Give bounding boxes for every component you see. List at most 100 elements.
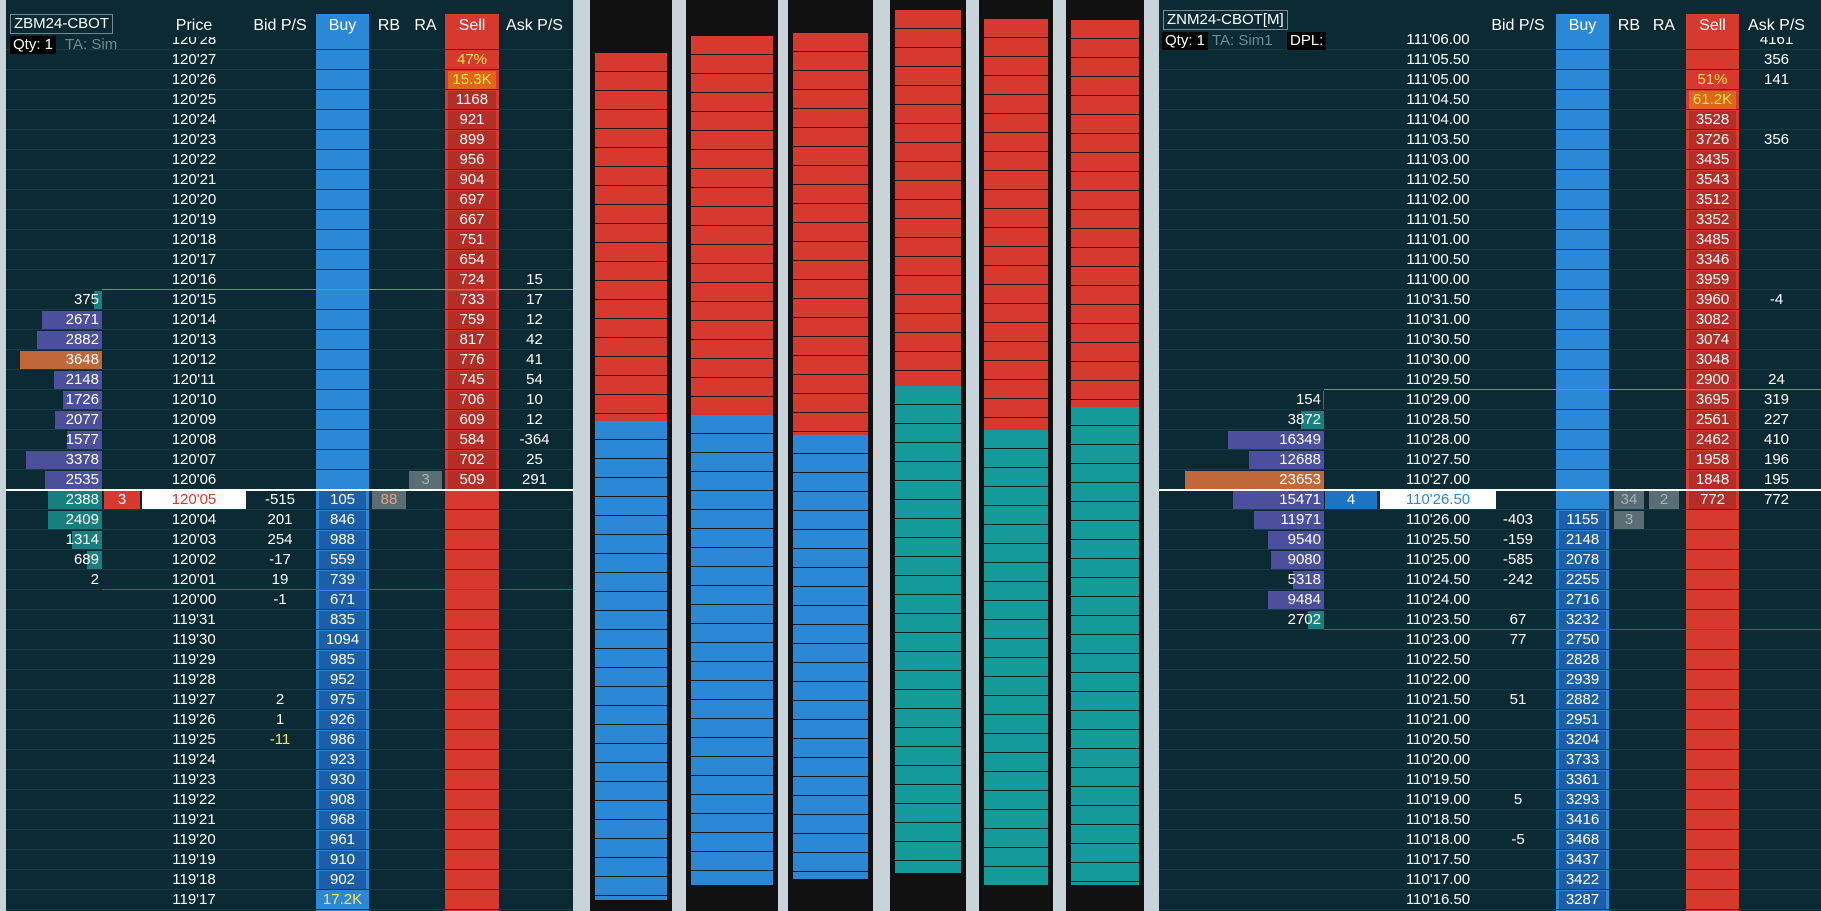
price-level[interactable]: 120'16	[171, 271, 217, 288]
buy-volume[interactable]: 3287	[1559, 891, 1606, 909]
column-header[interactable]: RA	[409, 14, 442, 37]
price-level[interactable]: 110'19.00	[1405, 791, 1471, 808]
price-level[interactable]: 111'01.50	[1406, 211, 1470, 228]
price-level[interactable]: 119'17	[172, 891, 216, 908]
sell-volume[interactable]: 15.3K	[448, 71, 496, 89]
buy-volume[interactable]: 3361	[1559, 771, 1606, 789]
price-level[interactable]: 120'05	[142, 491, 246, 509]
price-level[interactable]: 110'20.50	[1405, 731, 1471, 748]
sell-volume[interactable]: 956	[448, 151, 496, 169]
buy-volume[interactable]: 986	[319, 731, 366, 749]
price-level[interactable]: 120'17	[171, 251, 217, 268]
price-level[interactable]: 119'22	[172, 791, 216, 808]
price-level[interactable]: 120'19	[171, 211, 217, 228]
price-level[interactable]: 120'21	[171, 171, 217, 188]
price-level[interactable]: 110'23.50	[1405, 611, 1471, 628]
sell-volume[interactable]: 3726	[1689, 131, 1736, 149]
sell-volume[interactable]: 3528	[1689, 111, 1736, 129]
sell-volume[interactable]: 47%	[456, 51, 488, 68]
price-level[interactable]: 120'13	[171, 331, 217, 348]
sell-volume[interactable]: 2462	[1689, 431, 1736, 449]
sell-volume[interactable]: 3435	[1689, 151, 1736, 169]
buy-volume[interactable]: 2951	[1559, 711, 1606, 729]
buy-volume[interactable]: 3422	[1559, 871, 1606, 889]
price-level[interactable]: 110'31.50	[1405, 291, 1471, 308]
sell-volume[interactable]: 697	[448, 191, 496, 209]
buy-volume[interactable]: 2255	[1559, 571, 1606, 589]
buy-volume[interactable]: 988	[319, 531, 366, 549]
qty-label[interactable]: Qty: 1	[1162, 32, 1209, 50]
price-level[interactable]: 120'03	[171, 531, 217, 548]
column-header[interactable]: Bid P/S	[246, 14, 314, 37]
buy-volume[interactable]: 105	[319, 491, 366, 509]
price-level[interactable]: 119'30	[172, 631, 216, 648]
buy-volume[interactable]: 2078	[1559, 551, 1606, 569]
column-header[interactable]: Bid P/S	[1489, 14, 1547, 37]
price-level[interactable]: 111'00.50	[1406, 251, 1470, 268]
buy-volume[interactable]: 952	[319, 671, 366, 689]
price-level[interactable]: 120'18	[171, 231, 217, 248]
buy-volume[interactable]: 835	[319, 611, 366, 629]
sell-volume[interactable]: 899	[448, 131, 496, 149]
price-level[interactable]: 110'27.00	[1405, 471, 1471, 488]
sell-volume[interactable]: 904	[448, 171, 496, 189]
price-level[interactable]: 110'27.50	[1405, 451, 1471, 468]
buy-volume[interactable]: 3416	[1559, 811, 1606, 829]
buy-volume[interactable]: 910	[319, 851, 366, 869]
dom-ladder[interactable]: Bid P/S Buy RB RA Sell Ask P/S 111'06.00 4161 11…	[1159, 0, 1821, 911]
sell-volume[interactable]: 51%	[1697, 71, 1728, 88]
price-level[interactable]: 110'16.50	[1405, 891, 1471, 908]
price-level[interactable]: 111'03.00	[1406, 151, 1470, 168]
price-level[interactable]: 111'01.00	[1406, 231, 1470, 248]
column-header[interactable]: RB	[372, 14, 406, 37]
sell-volume[interactable]: 706	[448, 391, 496, 409]
price-level[interactable]: 110'22.00	[1405, 671, 1471, 688]
sell-volume[interactable]: 702	[448, 451, 496, 469]
buy-volume[interactable]: 985	[319, 651, 366, 669]
sell-volume[interactable]: 584	[448, 431, 496, 449]
sell-volume[interactable]: 2900	[1689, 371, 1736, 389]
price-level[interactable]: 110'29.50	[1405, 371, 1471, 388]
buy-volume[interactable]: 2716	[1559, 591, 1606, 609]
column-header[interactable]: RB	[1614, 14, 1644, 37]
column-header[interactable]: Ask P/S	[1744, 14, 1809, 37]
sell-volume[interactable]: 776	[448, 351, 496, 369]
buy-volume[interactable]: 968	[319, 811, 366, 829]
price-level[interactable]: 120'09	[171, 411, 217, 428]
price-level[interactable]: 111'05.00	[1406, 71, 1470, 88]
buy-volume[interactable]: 902	[319, 871, 366, 889]
sell-volume[interactable]: 733	[448, 291, 496, 309]
sell-volume[interactable]: 3485	[1689, 231, 1736, 249]
buy-volume[interactable]: 3437	[1559, 851, 1606, 869]
price-level[interactable]: 119'29	[172, 651, 216, 668]
price-level[interactable]: 119'24	[172, 751, 216, 768]
price-level[interactable]: 110'24.50	[1405, 571, 1471, 588]
buy-volume[interactable]: 559	[319, 551, 366, 569]
buy-volume[interactable]: 1155	[1559, 511, 1606, 529]
price-level[interactable]: 110'17.00	[1405, 871, 1471, 888]
price-level[interactable]: 110'29.00	[1405, 391, 1471, 408]
price-level[interactable]: 111'02.50	[1406, 171, 1470, 188]
buy-volume[interactable]: 671	[319, 591, 366, 609]
price-level[interactable]: 110'26.50	[1380, 491, 1496, 509]
sell-volume[interactable]: 3695	[1689, 391, 1736, 409]
dom-ladder[interactable]: Price Bid P/S Buy RB RA Sell Ask P/S 120'28 120'…	[6, 0, 573, 911]
sell-volume[interactable]: 745	[448, 371, 496, 389]
price-level[interactable]: 120'14	[171, 311, 217, 328]
price-level[interactable]: 120'00	[171, 591, 217, 608]
sell-volume[interactable]: 3082	[1689, 311, 1736, 329]
price-level[interactable]: 120'20	[171, 191, 217, 208]
buy-volume[interactable]: 926	[319, 711, 366, 729]
buy-volume[interactable]: 975	[319, 691, 366, 709]
sell-volume[interactable]: 772	[1689, 491, 1736, 509]
price-level[interactable]: 110'17.50	[1405, 851, 1471, 868]
price-level[interactable]: 111'05.50	[1406, 51, 1470, 68]
price-level[interactable]: 120'12	[171, 351, 217, 368]
sell-volume[interactable]: 509	[448, 471, 496, 489]
price-level[interactable]: 110'19.50	[1405, 771, 1471, 788]
price-level[interactable]: 120'01	[171, 571, 217, 588]
column-header[interactable]: Price	[142, 14, 246, 37]
column-header[interactable]: Ask P/S	[502, 14, 567, 37]
price-level[interactable]: 120'08	[171, 431, 217, 448]
price-level[interactable]: 110'20.00	[1405, 751, 1471, 768]
